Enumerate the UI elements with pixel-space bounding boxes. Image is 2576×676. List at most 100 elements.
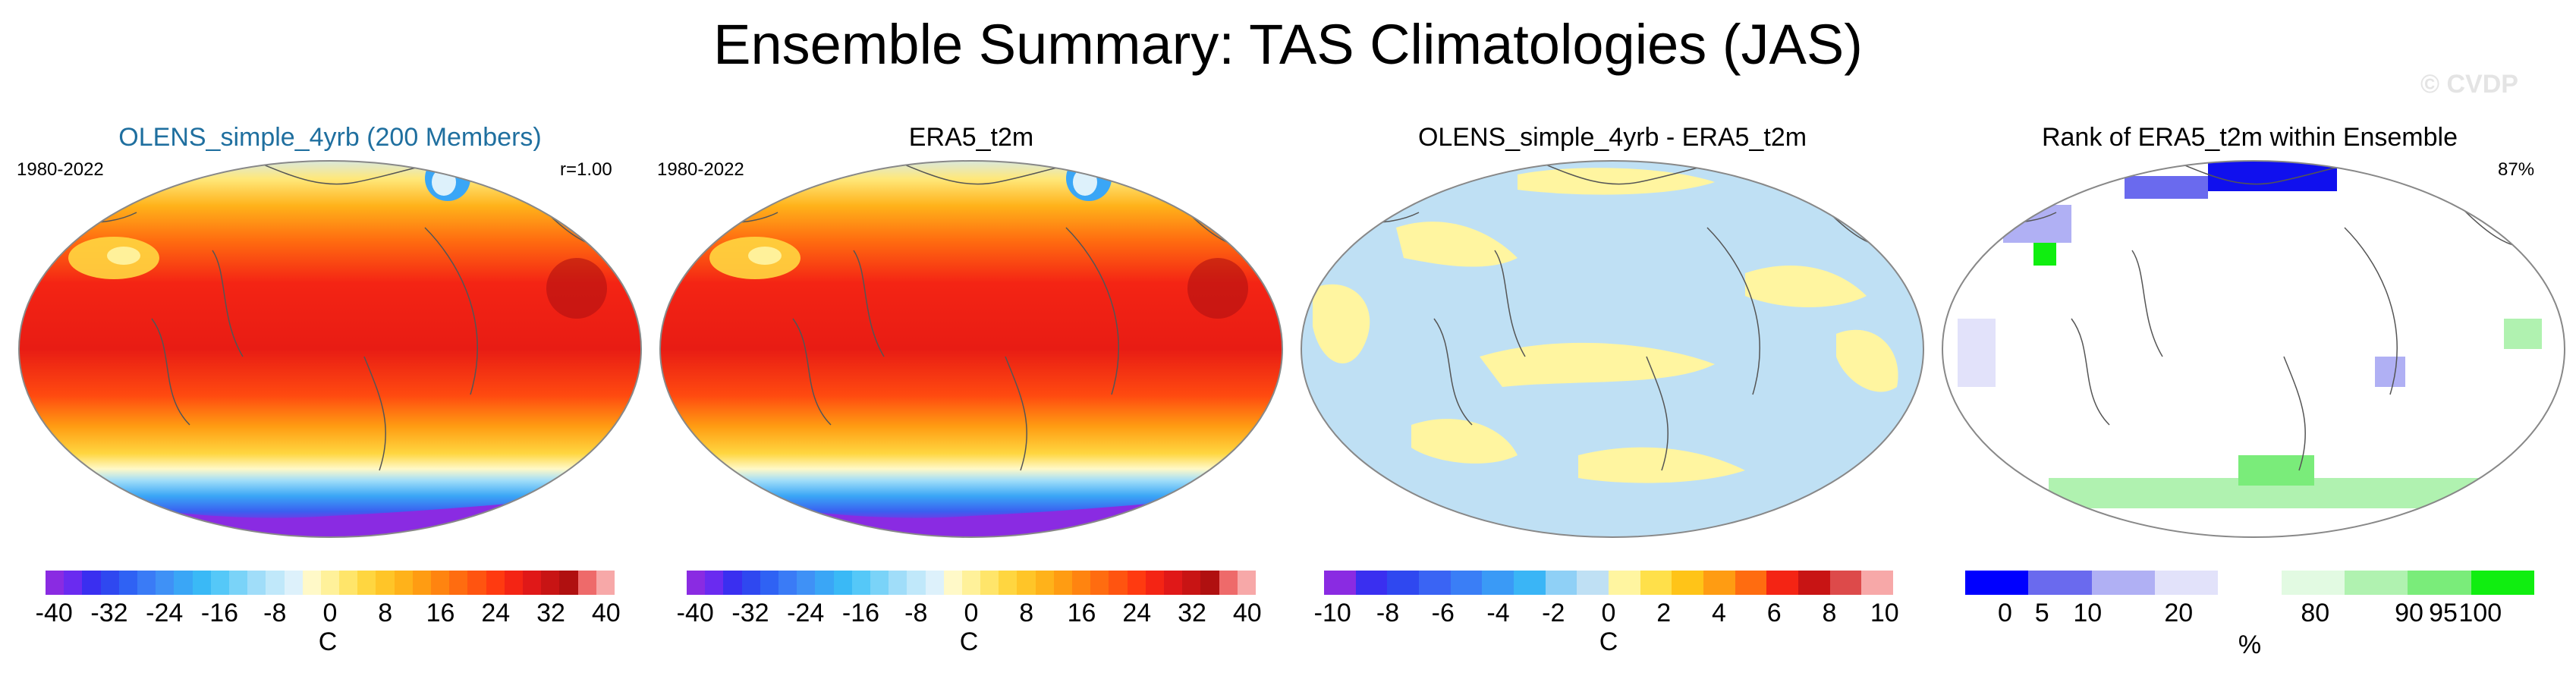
colorbar-swatch: [2345, 571, 2408, 595]
colorbar-swatch: [1829, 571, 1862, 595]
colorbar-swatch: [797, 571, 816, 595]
colorbar-swatch: [1219, 571, 1238, 595]
colorbar-swatch: [596, 571, 615, 595]
colorbar-tick-label: -4: [1486, 599, 1510, 627]
positive-difference-patch: [1518, 168, 1715, 195]
colorbar-tick-label: 4: [1712, 599, 1726, 627]
figure-title: Ensemble Summary: TAS Climatologies (JAS…: [713, 13, 1863, 76]
colorbar-swatch: [1965, 571, 2029, 595]
colorbar-panel-3: [1324, 571, 1894, 595]
colorbar-swatch: [999, 571, 1018, 595]
colorbar-swatch: [156, 571, 175, 595]
coastlines: [45, 161, 623, 471]
tibet-cool-core: [107, 247, 140, 265]
colorbar-swatch: [467, 571, 487, 595]
colorbar-swatch: [100, 571, 120, 595]
colorbar-swatch: [504, 571, 524, 595]
colorbar-swatch: [741, 571, 761, 595]
colorbar-tick-label: 16: [1067, 599, 1096, 627]
colorbar-panel-4: [1965, 571, 2535, 595]
colorbar-tick-label: 0: [322, 599, 338, 627]
colorbar-tick-label: -10: [1313, 599, 1351, 627]
colorbar-tick-label: -32: [731, 599, 769, 627]
positive-difference-patch: [1480, 342, 1715, 387]
colorbar-swatch: [2471, 571, 2535, 595]
rank-low-patch: [2375, 357, 2405, 387]
map-border: [18, 160, 642, 538]
rank-low-patch: [2003, 205, 2071, 243]
colorbar-swatch: [1127, 571, 1146, 595]
colorbar-swatch: [1577, 571, 1609, 595]
colorbar-1-unit: C: [318, 627, 338, 656]
colorbar-tick-label: -40: [676, 599, 714, 627]
colorbar-swatch: [1355, 571, 1388, 595]
colorbar-swatch: [1450, 571, 1483, 595]
colorbar-swatch: [1766, 571, 1799, 595]
colorbar-swatch: [449, 571, 468, 595]
panel-1-correlation: r=1.00: [560, 159, 612, 180]
colorbar-swatch: [357, 571, 376, 595]
tibet-cool-core: [748, 247, 782, 265]
colorbar-tick-label: 95: [2429, 599, 2458, 627]
colorbar-swatch: [723, 571, 743, 595]
colorbar-swatch: [210, 571, 230, 595]
colorbar-tick-label: 10: [2073, 599, 2103, 627]
colorbar-tick-label: 16: [426, 599, 455, 627]
rank-low-patch: [2125, 176, 2208, 199]
colorbar-swatch: [1609, 571, 1641, 595]
colorbar-swatch: [980, 571, 999, 595]
colorbar-swatch: [2408, 571, 2472, 595]
colorbar-swatch: [541, 571, 560, 595]
colorbar-swatch: [320, 571, 340, 595]
colorbar-swatch: [1514, 571, 1546, 595]
colorbar-tick-label: 24: [1122, 599, 1152, 627]
panel-4-rank-percent: 87%: [2498, 159, 2535, 180]
colorbar-tick-label: 0: [964, 599, 979, 627]
colorbar-tick-label: 8: [1019, 599, 1034, 627]
colorbar-swatch: [1145, 571, 1165, 595]
map-panel-3: [1301, 160, 1924, 538]
colorbar-tick-label: 8: [378, 599, 393, 627]
colorbar-tick-label: 40: [591, 599, 621, 627]
colorbar-swatch: [815, 571, 835, 595]
panel-3-title: OLENS_simple_4yrb - ERA5_t2m: [1417, 123, 1807, 152]
colorbar-tick-label: 40: [1232, 599, 1262, 627]
map-border: [1301, 160, 1924, 538]
panel-2-title: ERA5_t2m: [908, 123, 1034, 152]
colorbar-swatch: [1053, 571, 1073, 595]
colorbar-tick-label: -8: [1376, 599, 1400, 627]
colorbar-panel-1: [46, 571, 615, 595]
colorbar-swatch: [778, 571, 797, 595]
colorbar-swatch: [1035, 571, 1055, 595]
colorbar-tick-label: 32: [1178, 599, 1206, 627]
colorbar-swatch: [760, 571, 779, 595]
colorbar-swatch: [1182, 571, 1201, 595]
colorbar-swatch: [1387, 571, 1420, 595]
map-border: [1942, 160, 2565, 538]
colorbar-swatch: [1703, 571, 1736, 595]
colorbar-4-unit: %: [2238, 630, 2262, 659]
colorbar-tick-label: 2: [1656, 599, 1672, 627]
colorbar-swatch: [1109, 571, 1128, 595]
panel-1-period: 1980-2022: [17, 159, 104, 180]
colorbar-swatch: [247, 571, 266, 595]
colorbar-swatch: [2028, 571, 2093, 595]
map-panel-2: [659, 160, 1283, 538]
colorbar-swatch: [64, 571, 83, 595]
colorbar-tick-label: -16: [841, 599, 880, 627]
colorbar-swatch: [943, 571, 963, 595]
colorbar-tick-label: -24: [787, 599, 825, 627]
colorbar-swatch: [925, 571, 945, 595]
positive-difference-patch: [1836, 329, 1898, 392]
colorbar-tick-label: 8: [1822, 599, 1837, 627]
colorbar-tick-label: 80: [2301, 599, 2330, 627]
map-border: [659, 160, 1283, 538]
panel-1-title: OLENS_simple_4yrb (200 Members): [118, 123, 542, 152]
rank-high-patch: [2238, 455, 2314, 486]
colorbar-tick-label: 0: [1601, 599, 1616, 627]
colorbar-swatch: [192, 571, 212, 595]
positive-difference-patch: [1396, 222, 1518, 267]
colorbar-swatch: [1672, 571, 1704, 595]
map-panel-1: [18, 160, 642, 538]
